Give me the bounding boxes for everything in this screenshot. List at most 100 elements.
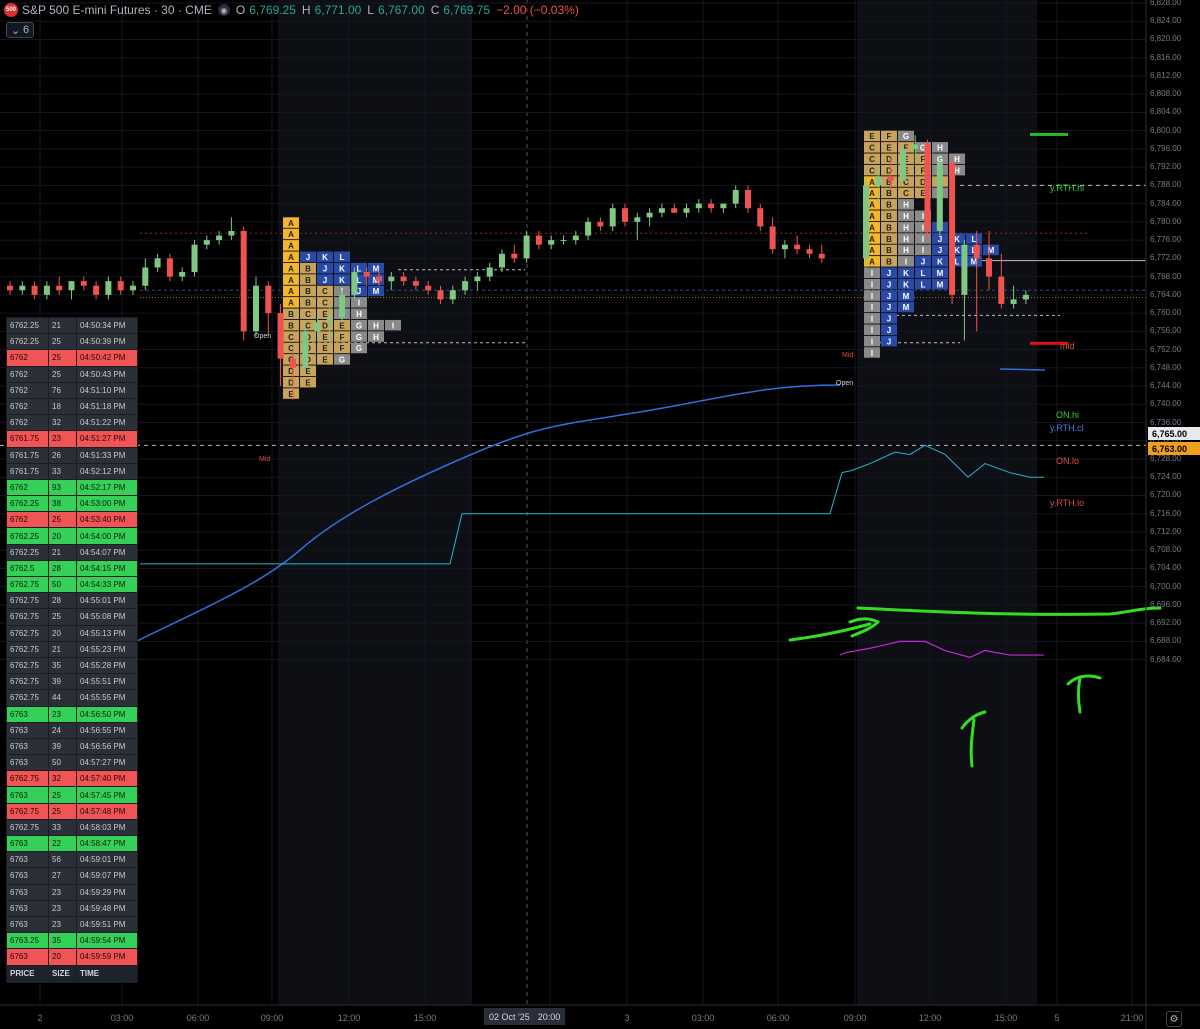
- tpo-cell-bg: [915, 221, 931, 233]
- symbol-title[interactable]: S&P 500 E-mini Futures · 30 · CME: [22, 3, 212, 17]
- date-box-time: 20:00: [537, 1011, 561, 1022]
- time-tick-label: 06:00: [766, 1013, 790, 1023]
- tpo-right-cell: H: [949, 164, 965, 176]
- time-tick-label: 15:00: [994, 1013, 1018, 1023]
- tpo-letter: C: [305, 321, 311, 330]
- tpo-right-cell: J: [932, 233, 948, 244]
- candle: [400, 272, 407, 286]
- candle-body: [166, 258, 173, 277]
- drawn-up-arrow-2: [1066, 674, 1102, 714]
- tpo-cell-bg: [283, 331, 299, 342]
- tpo-right-cell: B: [881, 221, 897, 233]
- tpo-cell-bg: [351, 262, 367, 274]
- tpo-letter: I: [871, 349, 873, 358]
- tpo-cell-bg: [881, 221, 897, 233]
- level-label-on-hi: ON.hi: [1056, 410, 1080, 420]
- tpo-right-cell: H: [898, 244, 914, 256]
- tpo-cell-bg: [898, 278, 914, 290]
- candle: [19, 281, 26, 295]
- ts-cell-price: 6761.75: [6, 446, 49, 464]
- ts-cell-time: 04:51:22 PM: [76, 414, 138, 432]
- ts-cell-time: 04:54:33 PM: [76, 575, 138, 594]
- tpo-letter: F: [921, 166, 926, 175]
- tpo-letter: G: [339, 356, 345, 365]
- candle-body: [93, 285, 100, 295]
- tpo-cell-bg: [368, 319, 384, 331]
- tpo-letter: B: [886, 189, 892, 198]
- candle-body: [339, 294, 346, 318]
- ts-cell-time: 04:58:47 PM: [76, 834, 138, 853]
- ts-cell-price: 6763: [6, 883, 49, 901]
- candle: [43, 281, 50, 300]
- tpo-letter: M: [373, 264, 380, 273]
- tpo-letter: C: [869, 155, 875, 164]
- price-tick-label: 6,708.00: [1150, 545, 1182, 555]
- tpo-cell-bg: [898, 199, 914, 210]
- tpo-letter: J: [323, 276, 327, 285]
- ts-cell-price: 6762.5: [6, 559, 49, 578]
- tpo-letter: I: [922, 235, 924, 244]
- tpo-left-cell: L: [351, 262, 367, 274]
- indicators-toggle-button[interactable]: ⌄ 6: [6, 22, 34, 38]
- gear-icon[interactable]: ⚙: [1166, 1011, 1182, 1027]
- candle-body: [986, 258, 992, 277]
- candle-body: [216, 235, 223, 241]
- tpo-cell-bg: [898, 130, 914, 142]
- change-value: −2.00 (−0.03%): [496, 3, 579, 17]
- ts-row: 6763.25 35 04:59:54 PM: [6, 932, 138, 950]
- tpo-right-cell: F: [915, 164, 931, 176]
- ts-cell-price: 6762: [6, 478, 49, 497]
- candle: [535, 231, 542, 250]
- ts-row: 6762.5 28 04:54:15 PM: [6, 559, 138, 578]
- level-label-on-lo: ON.lo: [1056, 456, 1080, 466]
- price-tick-label: 6,756.00: [1150, 326, 1182, 336]
- tpo-cell-bg: [881, 164, 897, 176]
- tpo-cell-bg: [881, 187, 897, 199]
- tpo-cell-bg: [283, 388, 299, 399]
- tpo-letter: I: [922, 212, 924, 221]
- tpo-cell-bg: [898, 301, 914, 313]
- vwap-line-2: [999, 368, 1046, 371]
- candle-body: [973, 244, 980, 259]
- candle: [412, 276, 419, 291]
- tpo-right-cell: B: [881, 187, 897, 199]
- ts-row: 6763 39 04:56:56 PM: [6, 737, 138, 756]
- tpo-right-cell: D: [881, 153, 897, 164]
- tpo-cell-bg: [915, 278, 931, 290]
- tpo-letter: A: [288, 299, 294, 308]
- time-tick-label: 21:00: [1120, 1013, 1144, 1023]
- ts-cell-time: 04:55:55 PM: [76, 689, 138, 707]
- ts-cell-time: 04:55:13 PM: [76, 624, 138, 642]
- tpo-cell-bg: [351, 342, 367, 354]
- ts-cell-size: 50: [48, 754, 77, 772]
- tpo-left-cell: C: [300, 319, 316, 331]
- tpo-cell-bg: [932, 278, 948, 290]
- candle-body: [425, 285, 432, 291]
- level-label-y-rth-hi: y.RTH.hi: [1050, 183, 1085, 193]
- candle-body: [745, 189, 751, 209]
- candle-body: [1022, 294, 1029, 300]
- ts-row: 6762.25 20 04:54:00 PM: [6, 527, 138, 545]
- ts-cell-price: 6762.75: [6, 673, 49, 691]
- tpo-cell-bg: [949, 164, 965, 176]
- candle-body: [597, 221, 604, 227]
- ts-cell-time: 04:59:01 PM: [76, 851, 138, 869]
- eye-icon[interactable]: ◉: [217, 4, 230, 16]
- tpo-left-cell: F: [334, 331, 350, 342]
- tpo-left-cell: K: [334, 274, 350, 285]
- tpo-cell-bg: [351, 319, 367, 331]
- candle-body: [622, 208, 628, 222]
- candle: [973, 231, 980, 332]
- price-tick-label: 6,784.00: [1150, 198, 1182, 208]
- tpo-right-cell: L: [949, 256, 965, 267]
- tpo-right-cell: A: [864, 210, 880, 221]
- tpo-letter: G: [903, 132, 909, 141]
- y-rth-hi-marker: [1030, 132, 1068, 136]
- ts-row: 6762.75 33 04:58:03 PM: [6, 818, 138, 837]
- tpo-letter: H: [903, 223, 909, 232]
- tpo-letter: M: [988, 246, 995, 255]
- time-tick-label: 03:00: [110, 1013, 134, 1023]
- ts-row: 6762.75 21 04:55:23 PM: [6, 640, 138, 658]
- tpo-letter: K: [903, 269, 909, 278]
